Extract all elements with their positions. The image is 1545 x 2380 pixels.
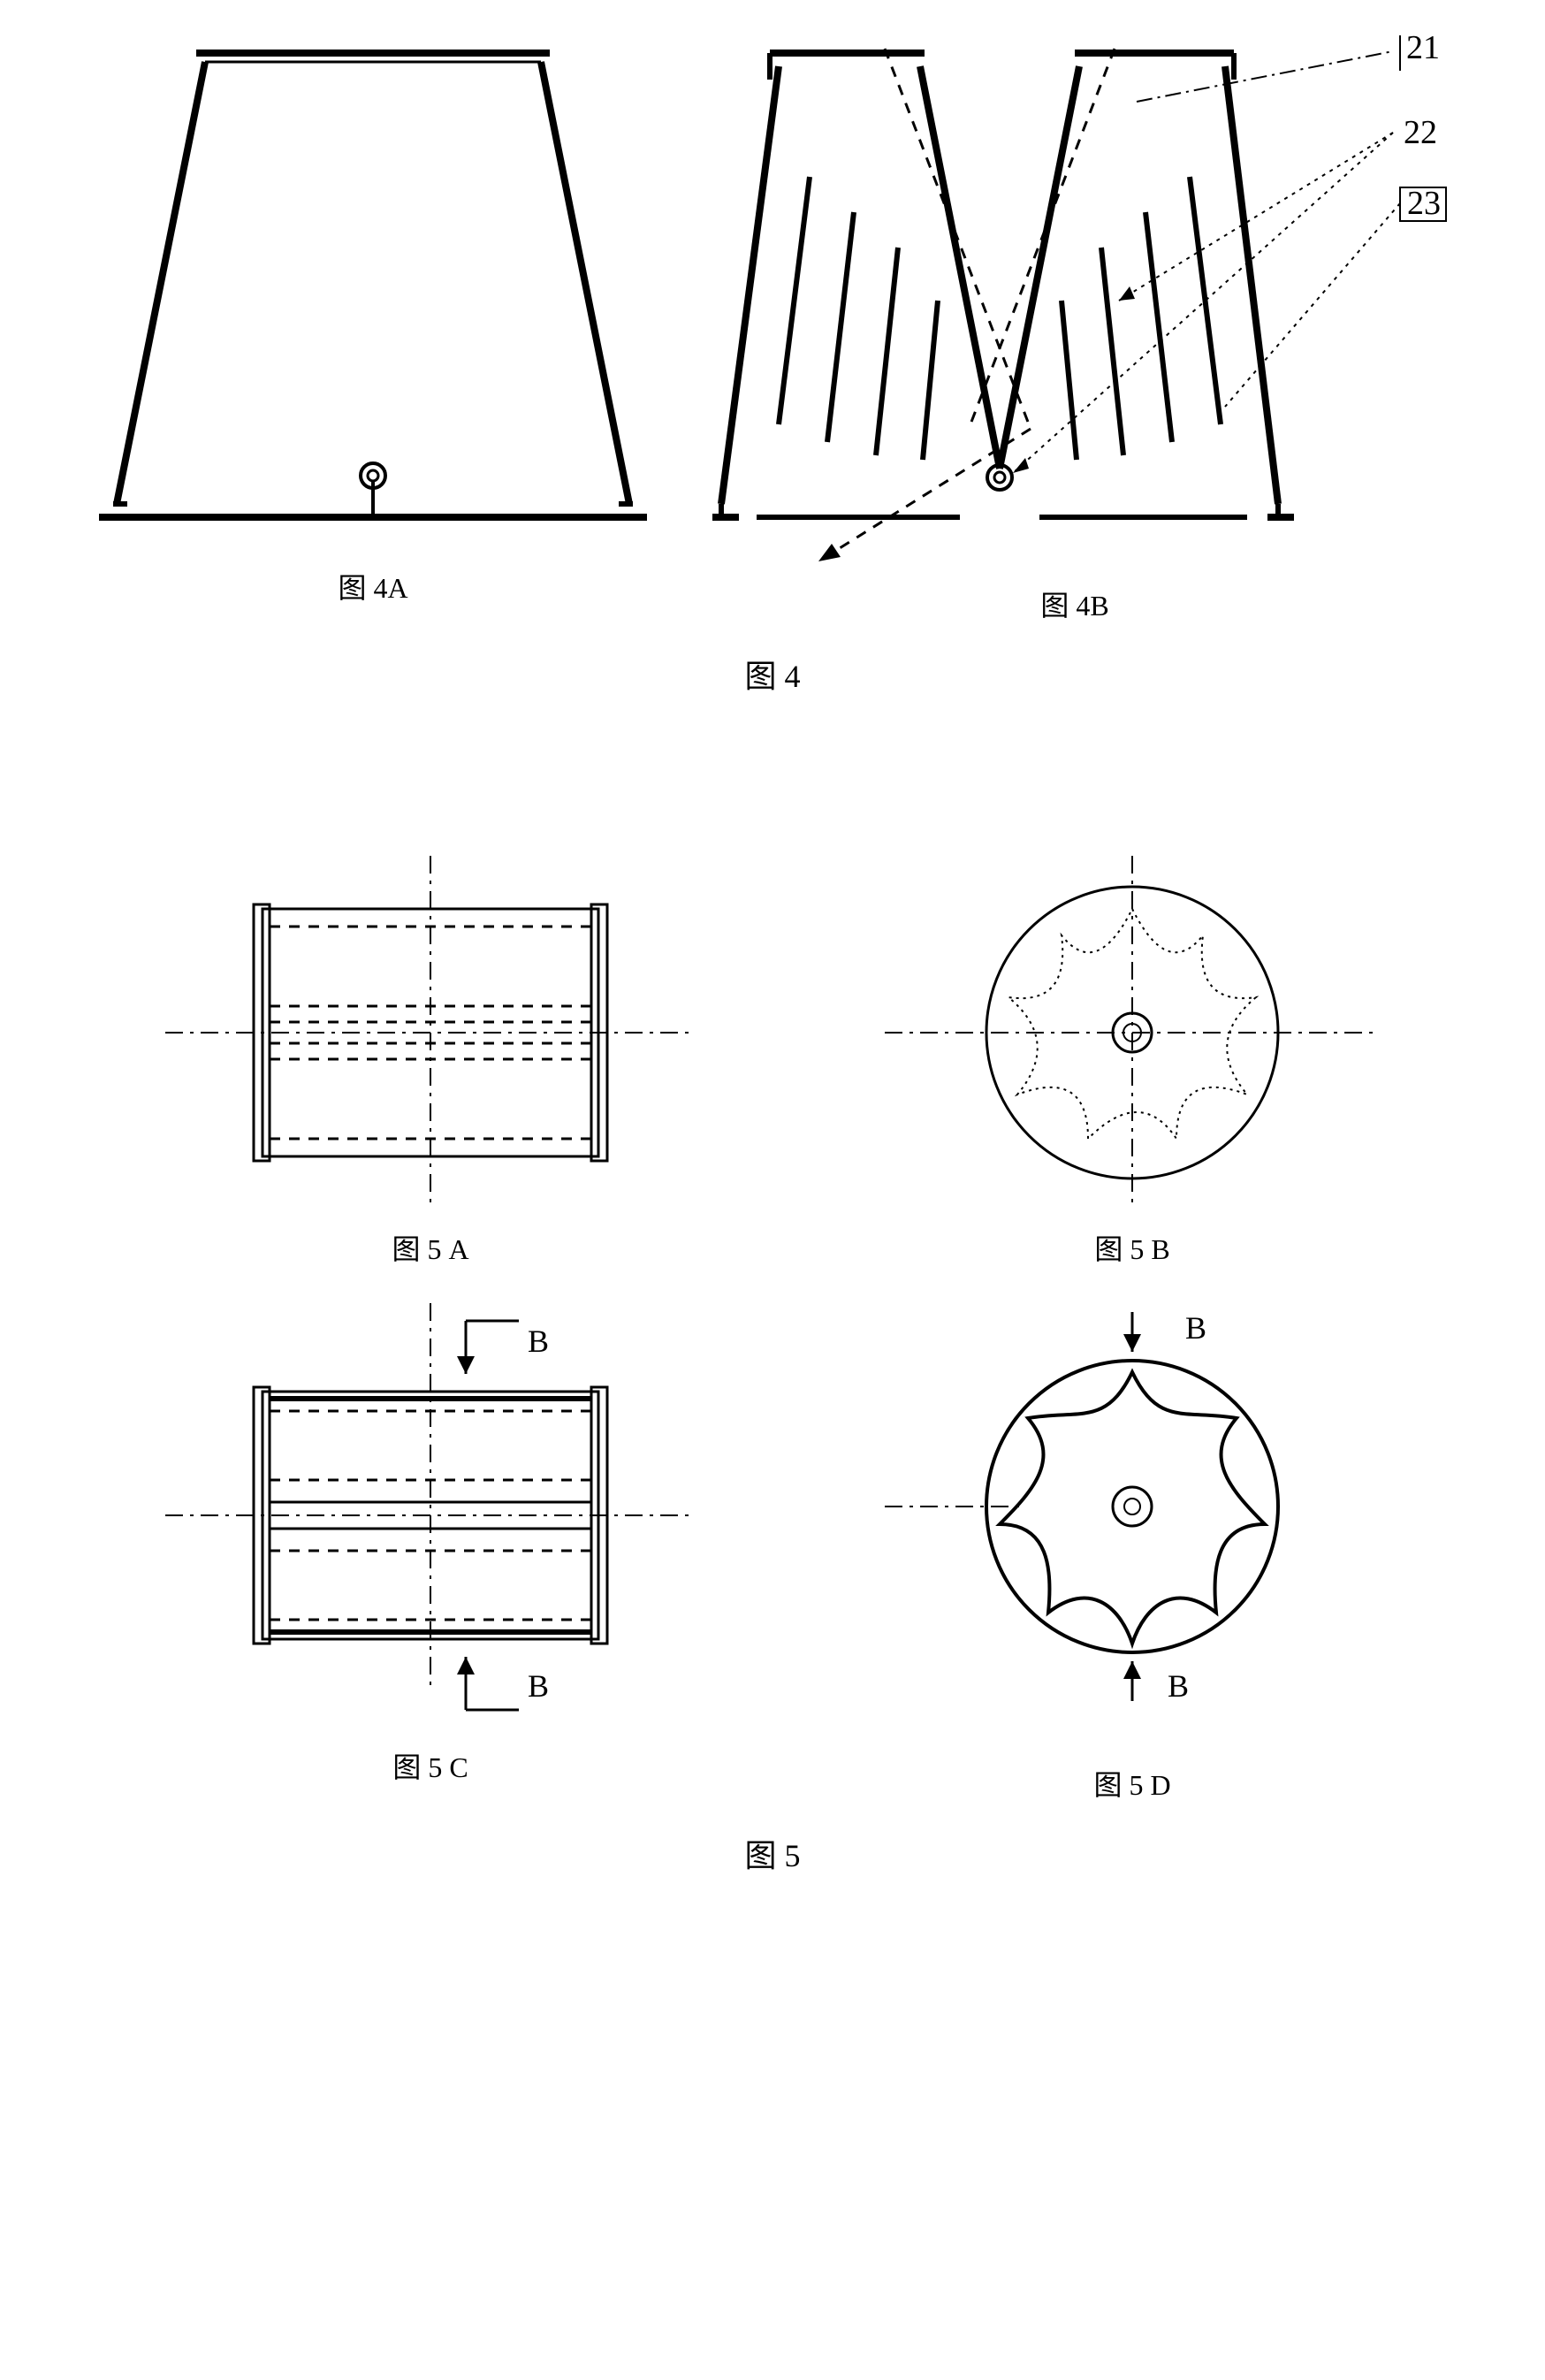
svg-text:B: B [1185,1310,1206,1346]
figure-4a-svg [90,35,656,548]
figure-4a-label: 图 4A [338,566,407,606]
figure-4-row: 图 4A [71,35,1474,624]
figure-5-row-ab: 图 5 A 图 5 B [71,856,1474,1268]
figure-5a-label: 图 5 A [392,1227,468,1268]
figure-4-main-label: 图 4 [71,651,1474,697]
figure-5-main-label: 图 5 [71,1830,1474,1876]
figure-5d-label: 图 5 D [1093,1763,1170,1804]
svg-text:23: 23 [1407,185,1441,222]
figure-5b-label: 图 5 B [1094,1227,1169,1268]
figure-5c-svg: B B [165,1303,696,1728]
figure-4b-block: 21 22 23 图 4B [695,35,1455,624]
figure-5b-block: 图 5 B [885,856,1380,1268]
figure-5a-svg [165,856,696,1209]
figure-5a-block: 图 5 A [165,856,696,1268]
svg-text:21: 21 [1406,35,1440,66]
svg-text:B: B [1168,1668,1189,1704]
svg-text:22: 22 [1404,114,1437,151]
figure-5d-svg: B B [885,1303,1380,1745]
figure-5c-block: B B [165,1303,696,1786]
figure-4b-label: 图 4B [1040,584,1108,624]
figure-4b-svg: 21 22 23 [695,35,1455,566]
figure-5b-svg [885,856,1380,1209]
figure-5c-label: 图 5 C [392,1745,468,1786]
svg-text:B: B [528,1323,549,1359]
figure-5d-block: B B 图 5 D [885,1303,1380,1804]
figure-4a-block: 图 4A [90,35,656,606]
figure-5-row-cd: B B [71,1303,1474,1804]
svg-text:B: B [528,1668,549,1704]
